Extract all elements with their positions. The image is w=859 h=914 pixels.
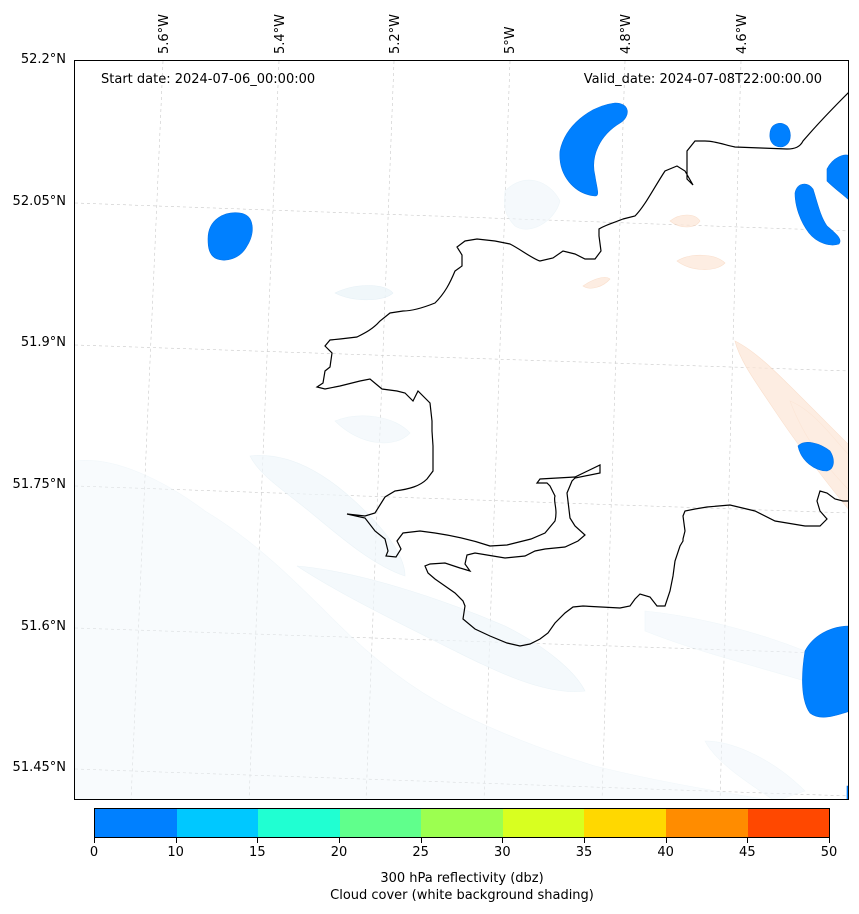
- colorbar-tick-mark: [502, 838, 504, 843]
- colorbar-segment-5: [502, 809, 585, 837]
- reflectivity-blob-northeast-edge: [826, 154, 848, 200]
- reflectivity-blob-northeast: [794, 183, 841, 246]
- lon-label-5-4w: 5.4°W: [273, 13, 288, 54]
- colorbar-tick-mark: [584, 838, 585, 843]
- start-date-label: Start date: 2024-07-06_00:00:00: [101, 72, 316, 87]
- lat-label-51-45n: 51.45°N: [12, 760, 66, 775]
- cloud-cover-shading: [75, 179, 806, 799]
- colorbar-segment-3: [339, 809, 422, 837]
- cloud-patch-mid: [334, 415, 411, 444]
- warm-patch-east: [734, 340, 848, 510]
- lon-label-5w: 5°W: [503, 26, 518, 54]
- colorbar-tick-mark: [829, 838, 830, 843]
- gridline-lon-4-6w: [719, 61, 742, 799]
- lat-label-51-9n: 51.9°N: [20, 335, 66, 350]
- colorbar: [94, 808, 830, 838]
- lat-label-51-6n: 51.6°N: [20, 619, 66, 634]
- gridline-lon-5w: [483, 61, 511, 799]
- colorbar-segment-2: [258, 809, 340, 837]
- colorbar-tick-label: 30: [494, 845, 511, 860]
- colorbar-tick-mark: [94, 838, 95, 843]
- lon-label-5-2w: 5.2°W: [388, 13, 403, 54]
- colorbar-tick-label: 40: [657, 845, 674, 860]
- colorbar-label-line2: Cloud cover (white background shading): [330, 888, 594, 903]
- warm-patch-small-2: [676, 254, 726, 270]
- colorbar-tick-mark: [665, 838, 667, 843]
- colorbar-segment-0: [95, 809, 177, 837]
- gridline-lat-52-05n: [75, 202, 848, 232]
- cloud-band-south: [296, 565, 586, 692]
- colorbar-tick-mark: [257, 838, 259, 843]
- colorbar-tick-label: 0: [89, 845, 99, 860]
- coastline: [315, 92, 848, 647]
- gridline-lon-4-8w: [601, 61, 626, 799]
- reflectivity-blob-north-1: [559, 102, 628, 197]
- lon-label-4-8w: 4.8°W: [619, 13, 634, 54]
- colorbar-tick-label: 45: [739, 845, 756, 860]
- reflectivity-blob-north-2: [769, 123, 791, 148]
- colorbar-tick-mark: [747, 838, 749, 843]
- map-canvas: [75, 61, 848, 799]
- colorbar-tick-label: 25: [412, 845, 429, 860]
- map-panel[interactable]: Start date: 2024-07-06_00:00:00 Valid_da…: [74, 60, 849, 800]
- colorbar-segment-4: [421, 809, 503, 837]
- lat-label-51-75n: 51.75°N: [12, 477, 66, 492]
- lat-label-52-2n: 52.2°N: [20, 52, 66, 67]
- cloud-patch-northeast: [504, 179, 561, 230]
- cloud-patch-north: [334, 285, 394, 301]
- colorbar-tick-label: 15: [249, 845, 266, 860]
- lon-label-5-6w: 5.6°W: [157, 13, 172, 54]
- colorbar-segment-6: [584, 809, 666, 837]
- warm-patch-small-3: [582, 277, 611, 289]
- warm-shading: [582, 214, 848, 510]
- colorbar-tick-label: 50: [820, 845, 838, 860]
- lon-label-4-6w: 4.6°W: [735, 13, 750, 54]
- colorbar-tick-label: 35: [575, 845, 593, 860]
- colorbar-label-line1: 300 hPa reflectivity (dbz): [380, 871, 544, 886]
- cloud-band-centre: [249, 455, 406, 577]
- colorbar-tick-label: 10: [167, 845, 184, 860]
- reflectivity-blob-west: [207, 212, 253, 261]
- reflectivity-blob-southeast: [802, 625, 848, 718]
- colorbar-segment-1: [176, 809, 259, 837]
- warm-patch-small-1: [669, 214, 701, 228]
- reflectivity-blob-east: [797, 442, 834, 472]
- lat-label-52-05n: 52.05°N: [12, 194, 66, 209]
- cloud-band-west: [75, 460, 765, 799]
- cloud-patch-bottom: [704, 740, 806, 799]
- colorbar-tick-mark: [339, 838, 340, 843]
- colorbar-segment-7: [665, 809, 748, 837]
- colorbar-tick-mark: [420, 838, 422, 843]
- colorbar-tick-mark: [175, 838, 177, 843]
- reflectivity-blobs: [207, 102, 848, 799]
- valid-date-label: Valid_date: 2024-07-08T22:00:00.00: [583, 72, 822, 87]
- colorbar-tick-label: 20: [330, 845, 348, 860]
- reflectivity-blob-corner: [846, 785, 848, 799]
- colorbar-segment-8: [747, 809, 830, 837]
